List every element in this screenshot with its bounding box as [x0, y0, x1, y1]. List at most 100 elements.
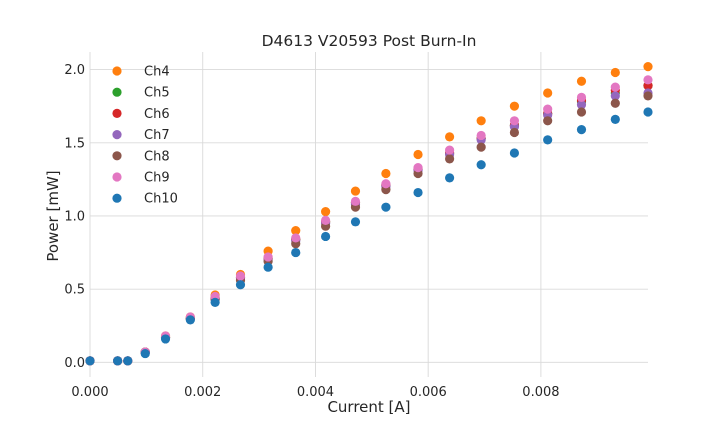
y-tick-label: 0.5 — [64, 283, 85, 298]
data-point-ch8 — [610, 98, 620, 108]
y-tick-label: 2.0 — [64, 63, 85, 78]
data-point-ch10 — [381, 202, 391, 212]
data-point-ch4 — [381, 168, 391, 179]
data-point-ch9 — [476, 130, 486, 141]
data-point-ch4 — [576, 76, 587, 86]
data-point-ch9 — [350, 196, 361, 206]
legend-label: Ch9 — [144, 171, 170, 186]
data-point-ch7 — [610, 91, 620, 101]
legend-marker — [112, 130, 122, 140]
data-point-ch10 — [610, 114, 620, 124]
legend-item: Ch10 — [112, 192, 178, 207]
y-tick-label: 0.0 — [64, 356, 85, 371]
data-point-ch4 — [610, 67, 620, 78]
data-point-ch9 — [381, 179, 391, 189]
legend-item: Ch5 — [112, 86, 170, 101]
data-point-ch9 — [576, 92, 587, 102]
x-tick-label: 0.006 — [410, 385, 447, 400]
x-tick-label: 0.008 — [522, 385, 559, 400]
x-tick-label: 0.004 — [297, 385, 334, 400]
data-point-ch10 — [350, 217, 361, 227]
data-point-ch10 — [291, 247, 301, 258]
data-point-ch7 — [576, 100, 587, 110]
legend-marker — [112, 151, 122, 161]
y-axis-label: Power [mW] — [44, 170, 62, 261]
legend-item: Ch8 — [112, 149, 170, 164]
data-point-ch10 — [321, 231, 331, 242]
legend-item: Ch9 — [112, 171, 170, 186]
data-point-ch4 — [350, 186, 361, 196]
data-point-ch9 — [413, 163, 423, 173]
legend-item: Ch7 — [112, 128, 170, 143]
y-tick-label: 1.5 — [64, 136, 85, 151]
data-point-ch10 — [140, 348, 150, 359]
chart-title: D4613 V20593 Post Burn-In — [262, 32, 477, 50]
legend-marker — [112, 66, 122, 76]
data-point-ch9 — [321, 215, 331, 225]
y-axis-ticks: 0.0 0.5 1.0 1.5 2.0 — [64, 63, 85, 371]
data-point-ch10 — [160, 334, 171, 344]
data-point-ch10 — [263, 262, 273, 272]
gridlines — [89, 52, 648, 377]
data-point-ch4 — [413, 149, 423, 160]
legend-marker — [112, 87, 122, 97]
x-tick-label: 0.000 — [71, 385, 108, 400]
x-axis-label: Current [A] — [327, 398, 410, 416]
legend-label: Ch10 — [144, 192, 178, 207]
data-point-ch4 — [476, 116, 486, 126]
data-point-ch10 — [123, 356, 133, 366]
data-point-ch8 — [543, 116, 553, 126]
data-point-ch10 — [509, 148, 520, 158]
data-point-ch4 — [321, 206, 331, 217]
legend-item: Ch6 — [112, 107, 170, 122]
data-point-ch9 — [291, 233, 301, 243]
data-point-ch4 — [445, 132, 455, 142]
legend-label: Ch8 — [144, 149, 170, 164]
data-point-ch8 — [643, 91, 653, 101]
data-point-ch4 — [291, 226, 301, 236]
data-point-ch8 — [476, 142, 486, 152]
data-point-ch4 — [543, 88, 553, 98]
data-point-ch9 — [509, 116, 520, 126]
data-point-ch4 — [643, 62, 653, 72]
legend-item: Ch4 — [112, 65, 170, 80]
y-tick-label: 1.0 — [64, 209, 85, 224]
data-point-ch8 — [445, 154, 455, 164]
data-point-ch10 — [543, 135, 553, 145]
data-point-ch4 — [509, 101, 520, 111]
x-tick-label: 0.002 — [184, 385, 221, 400]
data-point-ch10 — [576, 124, 587, 135]
data-point-ch9 — [643, 75, 653, 85]
data-point-ch9 — [263, 252, 273, 262]
data-point-ch10 — [445, 173, 455, 183]
plot-background — [90, 52, 648, 377]
data-point-ch10 — [210, 297, 220, 307]
legend: Ch4 Ch5 Ch6 Ch7 Ch8 Ch9 Ch10 — [112, 65, 178, 207]
data-points — [85, 62, 653, 366]
data-point-ch8 — [509, 127, 520, 138]
series-ch10 — [85, 107, 653, 366]
legend-label: Ch5 — [144, 86, 170, 101]
data-point-ch9 — [235, 271, 246, 281]
x-axis-ticks: 0.000 0.002 0.004 0.006 0.008 — [71, 385, 559, 400]
legend-label: Ch4 — [144, 65, 170, 80]
legend-label: Ch6 — [144, 107, 170, 122]
data-point-ch8 — [576, 107, 587, 117]
data-point-ch10 — [85, 356, 95, 366]
data-point-ch10 — [476, 160, 486, 170]
plot-area — [85, 52, 653, 377]
data-point-ch9 — [445, 145, 455, 155]
legend-marker — [112, 108, 122, 118]
data-point-ch10 — [413, 187, 423, 198]
data-point-ch10 — [643, 107, 653, 117]
data-point-ch10 — [113, 356, 123, 366]
data-point-ch10 — [185, 315, 195, 325]
legend-label: Ch7 — [144, 128, 170, 143]
data-point-ch9 — [543, 104, 553, 114]
data-point-ch9 — [610, 82, 620, 92]
data-point-ch10 — [235, 280, 246, 290]
legend-marker — [112, 193, 122, 203]
legend-marker — [112, 172, 122, 182]
